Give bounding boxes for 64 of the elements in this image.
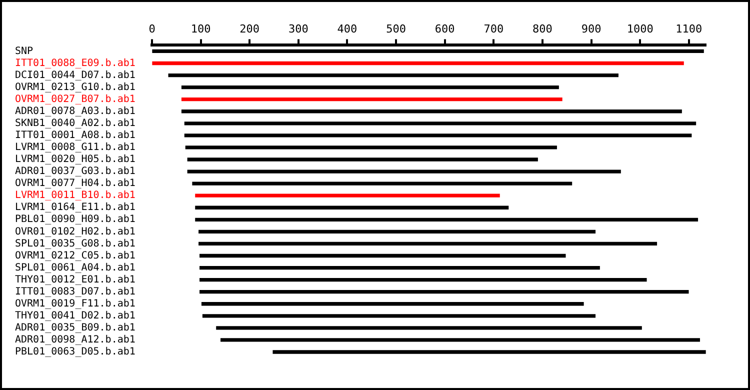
bar xyxy=(200,254,566,258)
y-tick-label: THY01_0012_E01.b.ab1 xyxy=(15,274,136,286)
bar xyxy=(192,182,572,186)
y-tick-label: OVRM1_0027_B07.b.ab1 xyxy=(15,94,136,105)
y-tick-label: LVRM1_0164_E11.b.ab1 xyxy=(15,202,136,214)
x-tick-label: 100 xyxy=(190,22,211,36)
y-tick-label: PBL01_0090_H09.b.ab1 xyxy=(15,214,136,226)
y-tick-label: THY01_0041_D02.b.ab1 xyxy=(15,310,136,322)
y-tick-label: DCI01_0044_D07.b.ab1 xyxy=(15,70,136,81)
y-tick-label: SPL01_0061_A04.b.ab1 xyxy=(15,262,136,274)
y-tick-label: OVRM1_0212_C05.b.ab1 xyxy=(15,250,136,262)
x-tick-label: 1000 xyxy=(626,22,654,36)
bar xyxy=(195,194,500,198)
y-tick-label: SNP xyxy=(15,46,34,57)
y-tick-label: OVRM1_0077_H04.b.ab1 xyxy=(15,178,136,190)
bar xyxy=(202,314,596,318)
bar xyxy=(181,98,562,102)
x-tick-label: 900 xyxy=(581,22,602,36)
x-tick-label: 300 xyxy=(288,22,308,36)
y-tick-label: LVRM1_0011_B10.b.ab1 xyxy=(15,190,136,202)
x-tick-label: 0 xyxy=(148,22,156,36)
y-tick-label: ADR01_0098_A12.b.ab1 xyxy=(15,334,136,346)
bar xyxy=(220,338,700,342)
bar xyxy=(198,242,658,246)
bar xyxy=(195,218,698,222)
x-tick-label: 500 xyxy=(386,22,406,36)
y-tick-label: OVR01_0102_H02.b.ab1 xyxy=(15,226,136,238)
y-tick-label: OVRM1_0213_G10.b.ab1 xyxy=(15,82,136,93)
bar xyxy=(200,266,600,270)
x-tick-label: 200 xyxy=(240,22,260,36)
y-tick-label: SPL01_0035_G08.b.ab1 xyxy=(15,238,136,250)
x-tick-label: 600 xyxy=(434,22,455,36)
x-tick-label: 800 xyxy=(532,22,552,36)
y-tick-label: ADR01_0037_G03.b.ab1 xyxy=(15,166,136,178)
bar xyxy=(181,110,682,114)
bar xyxy=(200,290,689,294)
y-tick-label: OVRM1_0019_F11.b.ab1 xyxy=(15,298,136,310)
y-tick-label: LVRM1_0008_G11.b.ab1 xyxy=(15,142,136,154)
bar xyxy=(195,206,509,210)
x-tick-label: 400 xyxy=(337,22,358,36)
bar xyxy=(201,302,584,306)
y-tick-label: ITT01_0088_E09.b.ab1 xyxy=(15,58,136,69)
y-tick-label: ADR01_0078_A03.b.ab1 xyxy=(15,106,136,117)
bar xyxy=(187,170,621,174)
bar xyxy=(216,326,642,330)
bar xyxy=(152,61,684,66)
bar xyxy=(168,73,618,78)
y-tick-label: PBL01_0063_D05.b.ab1 xyxy=(15,346,136,358)
bar xyxy=(187,158,538,162)
bar xyxy=(198,230,596,234)
bar xyxy=(184,122,696,126)
y-tick-label: ITT01_0083_D07.b.ab1 xyxy=(15,286,136,298)
x-tick-label: 1100 xyxy=(676,22,702,36)
y-tick-label: ITT01_0001_A08.b.ab1 xyxy=(15,130,136,142)
bar xyxy=(181,85,559,90)
y-tick-label: SKNB1_0040_A02.b.ab1 xyxy=(15,118,136,129)
y-tick-label: LVRM1_0020_H05.b.ab1 xyxy=(15,154,136,166)
bar xyxy=(272,350,706,354)
x-tick-label: 700 xyxy=(484,22,504,36)
bar xyxy=(152,49,704,54)
bar xyxy=(184,134,692,138)
bar xyxy=(185,146,557,150)
y-tick-label: ADR01_0035_B09.b.ab1 xyxy=(15,322,136,334)
bar xyxy=(200,278,647,282)
